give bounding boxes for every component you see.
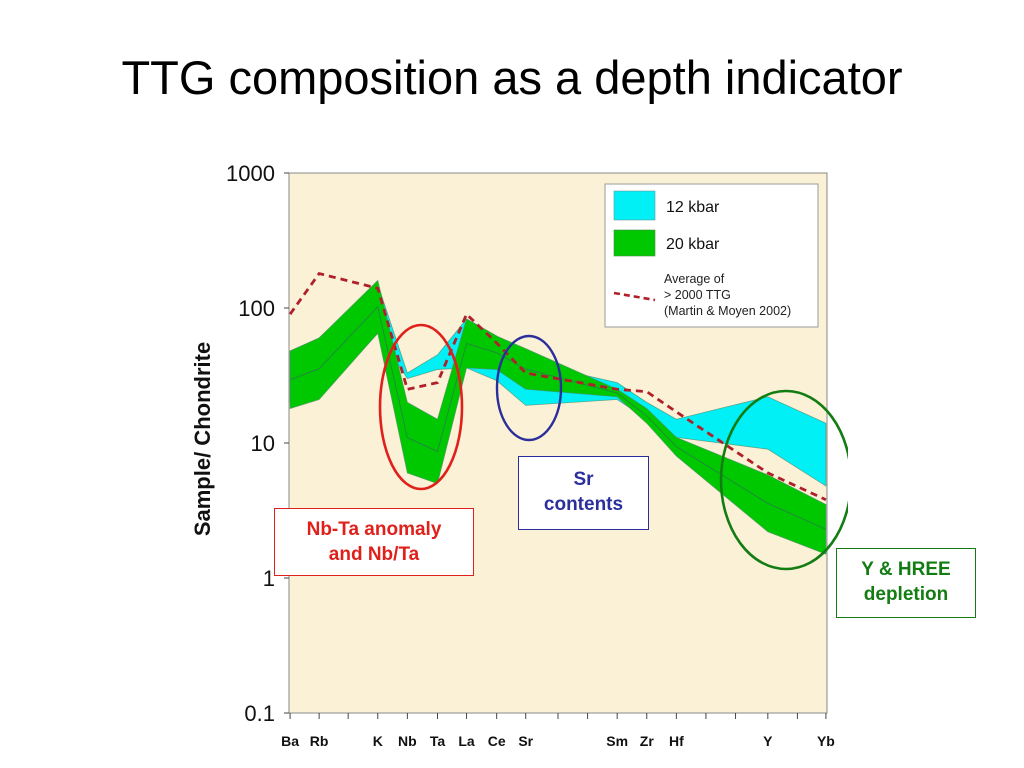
nbta-callout-line2: and Nb/Ta xyxy=(328,544,420,565)
x-tick-label: Nb xyxy=(398,733,417,749)
hree-callout-line2: depletion xyxy=(863,584,949,605)
x-tick-label: Sr xyxy=(518,733,533,749)
x-tick-label: Ba xyxy=(281,733,299,749)
sr-callout: Sr contents xyxy=(518,456,649,530)
legend-swatch-12kbar xyxy=(613,190,656,221)
legend-label-12kbar: 12 kbar xyxy=(666,199,720,216)
y-axis-label: Sample/ Chondrite xyxy=(190,342,215,536)
x-tick-label: La xyxy=(458,733,475,749)
x-tick-label: Yb xyxy=(817,733,835,749)
y-tick-label: 0.1 xyxy=(244,701,275,726)
hree-annotation-ellipse xyxy=(719,389,848,571)
sr-callout-line2: contents xyxy=(543,494,624,515)
band-20kbar-midline xyxy=(289,305,827,530)
nbta-annotation-ellipse xyxy=(378,323,464,491)
legend-label-20kbar: 20 kbar xyxy=(666,236,720,253)
chart-panel: 1000 100 10 1 0.1 Sample/ Chondrite Ba Rb K Nb Ta L… xyxy=(176,128,848,768)
average-ttg-line xyxy=(288,271,827,502)
legend-label-average-line: (Martin & Moyen 2002) xyxy=(664,304,791,318)
legend: 12 kbar 20 kbar Average of > 2000 TTG (Marti… xyxy=(604,183,819,328)
y-tick-label: 1000 xyxy=(226,161,275,186)
slide-title: TTG composition as a depth indicator xyxy=(121,51,903,104)
legend-label-average-line: Average of xyxy=(664,272,725,286)
x-tick-label: Rb xyxy=(310,733,329,749)
legend-swatch-average xyxy=(613,291,656,302)
spider-diagram: 1000 100 10 1 0.1 Sample/ Chondrite Ba Rb K Nb Ta L… xyxy=(190,161,848,749)
nbta-callout: Nb-Ta anomaly and Nb/Ta xyxy=(274,508,474,576)
y-tick-label: 10 xyxy=(251,431,275,456)
x-tick-label: Hf xyxy=(669,733,684,749)
hree-callout-line1: Y & HREE xyxy=(861,559,951,580)
band-20kbar xyxy=(289,279,827,555)
y-tick-label: 1 xyxy=(263,566,275,591)
x-tick-label: K xyxy=(373,733,383,749)
legend-swatch-20kbar xyxy=(613,229,656,257)
nbta-callout-line1: Nb-Ta anomaly xyxy=(306,519,442,540)
y-tick-label: 100 xyxy=(238,296,275,321)
hree-callout: Y & HREE depletion xyxy=(836,548,976,618)
sr-annotation-ellipse xyxy=(495,334,563,442)
x-tick-label: Ce xyxy=(488,733,506,749)
x-tick-label: Ta xyxy=(430,733,446,749)
legend-label-average-line: > 2000 TTG xyxy=(664,288,731,302)
sr-callout-line1: Sr xyxy=(573,469,594,490)
x-tick-label: Y xyxy=(763,733,773,749)
x-tick-label: Zr xyxy=(640,733,655,749)
x-tick-label: Sm xyxy=(606,733,628,749)
